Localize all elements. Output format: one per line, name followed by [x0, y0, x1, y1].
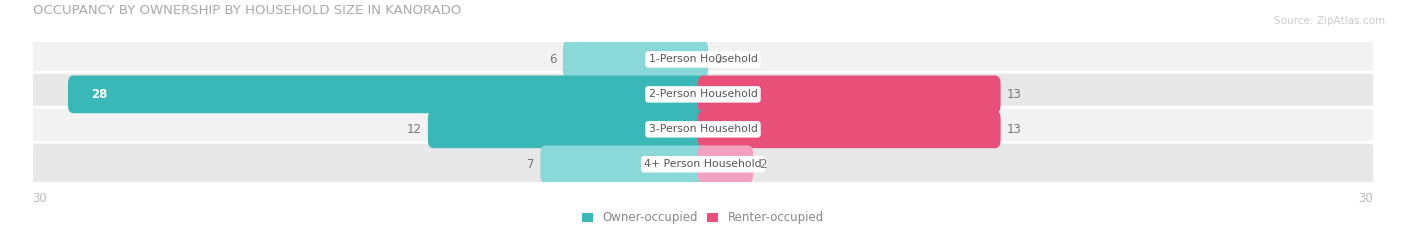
- FancyBboxPatch shape: [31, 37, 1375, 82]
- Text: 0: 0: [714, 53, 721, 66]
- FancyBboxPatch shape: [540, 145, 709, 183]
- FancyBboxPatch shape: [67, 75, 709, 113]
- Text: OCCUPANCY BY OWNERSHIP BY HOUSEHOLD SIZE IN KANORADO: OCCUPANCY BY OWNERSHIP BY HOUSEHOLD SIZE…: [32, 4, 461, 17]
- Text: 12: 12: [406, 123, 422, 136]
- FancyBboxPatch shape: [31, 142, 1375, 186]
- Text: 4+ Person Household: 4+ Person Household: [644, 159, 762, 169]
- FancyBboxPatch shape: [562, 41, 709, 78]
- Text: 30: 30: [32, 192, 48, 205]
- Text: 13: 13: [1007, 123, 1022, 136]
- Legend: Owner-occupied, Renter-occupied: Owner-occupied, Renter-occupied: [578, 206, 828, 229]
- FancyBboxPatch shape: [697, 145, 754, 183]
- Text: Source: ZipAtlas.com: Source: ZipAtlas.com: [1274, 16, 1385, 26]
- Text: 3-Person Household: 3-Person Household: [648, 124, 758, 134]
- Text: 2: 2: [759, 158, 766, 171]
- FancyBboxPatch shape: [697, 75, 1001, 113]
- Text: 1-Person Household: 1-Person Household: [648, 55, 758, 64]
- FancyBboxPatch shape: [427, 110, 709, 148]
- Text: 13: 13: [1007, 88, 1022, 101]
- Text: 28: 28: [91, 88, 107, 101]
- Text: 6: 6: [550, 53, 557, 66]
- FancyBboxPatch shape: [31, 72, 1375, 116]
- FancyBboxPatch shape: [697, 110, 1001, 148]
- Text: 30: 30: [1358, 192, 1374, 205]
- Text: 7: 7: [527, 158, 534, 171]
- FancyBboxPatch shape: [31, 107, 1375, 151]
- Text: 2-Person Household: 2-Person Household: [648, 89, 758, 99]
